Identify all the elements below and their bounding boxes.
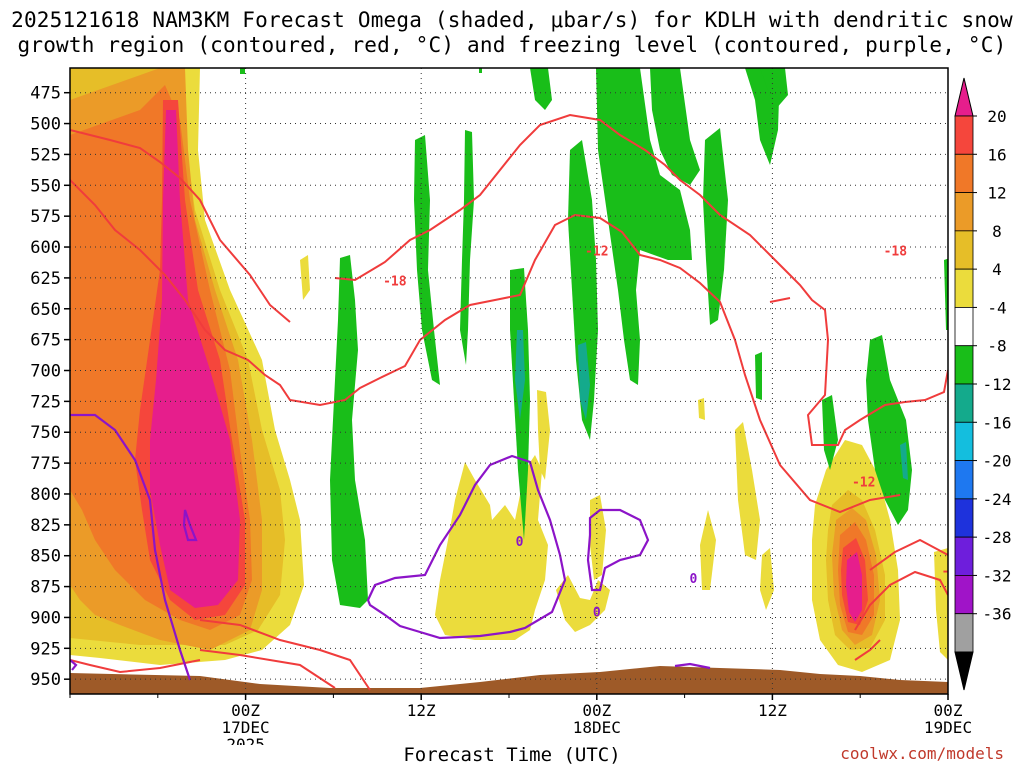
y-tick-label: 600 [30,238,61,258]
dendritic-contour-label: -12 [942,565,965,580]
colorbar-swatch [954,345,974,385]
colorbar-swatch [954,613,974,653]
colorbar-label: -8 [987,337,1006,356]
dendritic-contour-label: -12 [585,245,608,260]
y-tick-label: 500 [30,115,61,135]
colorbar-swatch [954,153,974,193]
y-tick-label: 650 [30,300,61,320]
y-tick-label: 800 [30,485,61,505]
colorbar-label: -16 [983,413,1012,432]
omega-negative-strong [515,330,908,480]
colorbar-swatch [954,115,974,155]
terrain-ground [70,666,948,694]
x-tick-label: 19DEC [924,718,972,737]
y-tick-label: 550 [30,176,61,196]
y-tick-label: 775 [30,454,61,474]
x-tick-label: 18DEC [573,718,621,737]
omega-negative-traces [240,68,482,74]
colorbar-swatch [954,421,974,461]
y-tick-label: 575 [30,207,61,227]
colorbar-label: 8 [992,222,1002,241]
y-tick-label: 850 [30,547,61,567]
colorbar-swatch [954,268,974,308]
y-tick-label: 950 [30,670,61,690]
colorbar-swatch [954,536,974,576]
chart-plot: -18 -12 -18 -12 -12 0 0 0 475 500 525 550 575 600 625… [30,67,1012,745]
y-tick-label: 900 [30,608,61,628]
y-tick-label: 525 [30,145,61,165]
colorbar-label: 4 [992,260,1002,279]
colorbar-label: 12 [987,184,1006,203]
colorbar-label: -20 [983,452,1012,471]
colorbar-label: -36 [983,605,1012,624]
chart-title-line-1: 2025121618 NAM3KM Forecast Omega (shaded… [11,8,1013,32]
colorbar-swatch [954,307,974,347]
colorbar-swatch [954,383,974,423]
colorbar-label: 20 [987,107,1006,126]
omega-fill-max [150,110,240,608]
freezing-level-contours [70,413,711,681]
freezing-contour-label: 0 [516,535,524,550]
colorbar-label: -32 [983,566,1012,585]
credit-text: coolwx.com/models [840,744,1004,763]
x-tick-label: 17DEC [222,718,270,737]
dendritic-growth-contours [70,113,948,691]
y-tick-label: 825 [30,516,61,536]
colorbar-swatch [954,460,974,500]
chart-title-line-2: growth region (contoured, red, °C) and f… [17,33,1007,57]
x-tick-label: 00Z [582,701,611,720]
x-axis-label: Forecast Time (UTC) [403,744,621,766]
x-tick-label: 00Z [231,701,260,720]
colorbar-swatch [954,230,974,270]
y-tick-label: 475 [30,84,61,104]
colorbar-swatch [954,192,974,232]
x-tick-label: 12Z [758,701,787,720]
y-tick-label: 725 [30,392,61,412]
omega-scattered-positive [300,255,774,640]
colorbar-top-arrow [954,77,974,117]
colorbar-bottom-arrow [954,651,974,691]
freezing-contour-label: 0 [593,605,601,620]
colorbar-label: -12 [983,375,1012,394]
y-tick-label: 925 [30,639,61,659]
y-tick-label: 875 [30,578,61,598]
colorbar-swatch [954,575,974,615]
colorbar-label: -4 [987,298,1006,317]
freezing-contour-label: 0 [689,572,697,587]
colorbar-label: -28 [983,528,1012,547]
dendritic-contour-label: -18 [884,245,908,260]
y-tick-label: 675 [30,331,61,351]
y-tick-label: 700 [30,362,61,382]
x-tick-label: 12Z [407,701,436,720]
x-tick-label: 00Z [934,701,963,720]
colorbar-swatch [954,498,974,538]
y-tick-label: 625 [30,269,61,289]
colorbar: 20 16 12 8 4 -4 -8 -12 -16 -20 -24 -28 -32 -36 [954,77,1012,691]
contour-labels: -18 -12 -18 -12 -12 0 0 0 [383,245,965,621]
y-axis: 475 500 525 550 575 600 625 650 675 700 725 750 775 8… [30,84,70,690]
colorbar-label: -24 [983,490,1012,509]
colorbar-label: 16 [987,145,1006,164]
dendritic-contour-label: -12 [852,476,875,491]
dendritic-contour-label: -18 [383,274,407,289]
y-tick-label: 750 [30,423,61,443]
x-tick-label: 2025 [226,735,265,745]
